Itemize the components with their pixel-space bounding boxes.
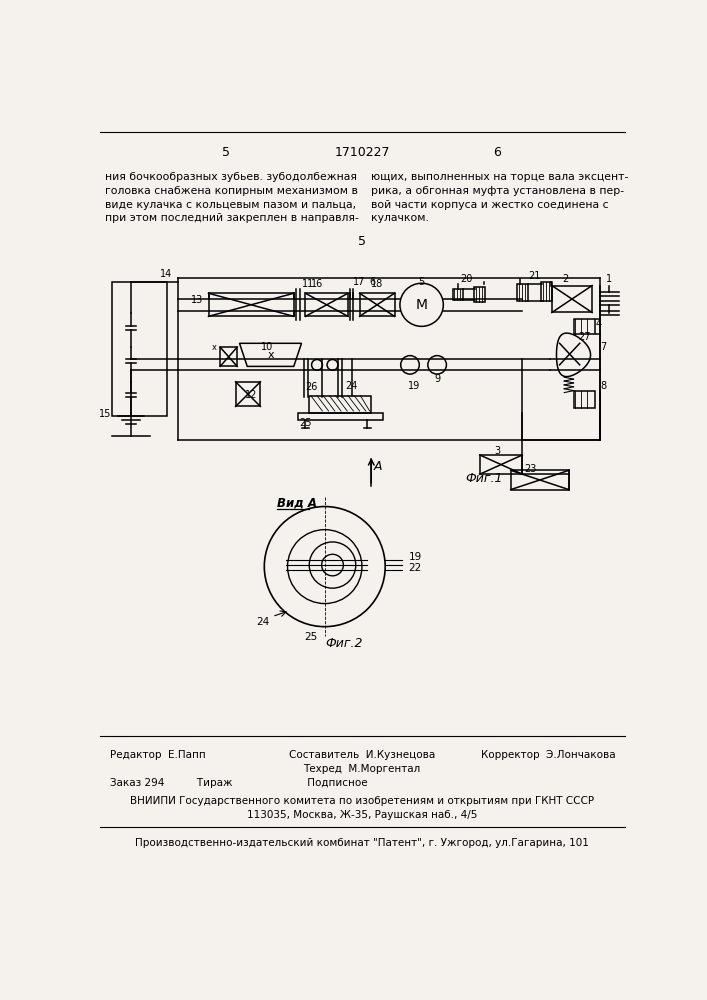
Text: 15: 15 xyxy=(99,409,112,419)
Text: 10: 10 xyxy=(260,342,273,352)
Bar xyxy=(573,319,595,334)
Text: 21: 21 xyxy=(528,271,540,281)
Text: 4: 4 xyxy=(595,319,602,329)
Text: 113035, Москва, Ж-35, Раушская наб., 4/5: 113035, Москва, Ж-35, Раушская наб., 4/5 xyxy=(247,810,477,820)
Bar xyxy=(480,455,522,474)
Text: 16: 16 xyxy=(311,279,323,289)
Text: 25: 25 xyxy=(304,632,317,642)
Text: 19: 19 xyxy=(409,552,421,562)
Bar xyxy=(112,282,168,416)
Text: Фиг.1: Фиг.1 xyxy=(465,472,503,485)
Text: 24: 24 xyxy=(346,381,358,391)
Bar xyxy=(452,289,464,300)
Bar xyxy=(510,470,569,490)
Text: Фиг.2: Фиг.2 xyxy=(325,637,363,650)
Text: 19: 19 xyxy=(408,381,420,391)
Bar xyxy=(517,284,528,301)
Bar xyxy=(298,413,383,420)
Text: 25: 25 xyxy=(299,418,312,428)
Bar xyxy=(309,396,371,413)
Text: 1: 1 xyxy=(606,274,612,284)
Bar xyxy=(541,282,552,301)
Text: 20: 20 xyxy=(460,274,473,284)
Text: 13: 13 xyxy=(191,295,203,305)
Text: 23: 23 xyxy=(524,464,537,474)
Text: 14: 14 xyxy=(160,269,172,279)
Bar xyxy=(209,293,293,316)
Text: 1710227: 1710227 xyxy=(334,146,390,159)
Text: 11: 11 xyxy=(302,279,314,289)
Text: x: x xyxy=(267,350,274,360)
Text: 5: 5 xyxy=(419,277,425,287)
Text: 5: 5 xyxy=(221,146,230,159)
Text: Составитель  И.Кузнецова
Техред  М.Моргентал: Составитель И.Кузнецова Техред М.Моргент… xyxy=(289,750,435,774)
Text: 17: 17 xyxy=(354,277,366,287)
Text: 8: 8 xyxy=(600,381,606,391)
Text: 7: 7 xyxy=(600,342,606,352)
Bar xyxy=(573,391,595,408)
Text: 27: 27 xyxy=(578,332,590,342)
Bar xyxy=(220,347,237,366)
Text: 5: 5 xyxy=(358,235,366,248)
Bar xyxy=(360,293,395,316)
Text: 22: 22 xyxy=(409,563,421,573)
Bar xyxy=(235,382,260,406)
Text: Производственно-издательский комбинат "Патент", г. Ужгород, ул.Гагарина, 101: Производственно-издательский комбинат "П… xyxy=(135,838,589,848)
Text: 12: 12 xyxy=(245,390,257,400)
Text: 2: 2 xyxy=(562,274,568,284)
Bar xyxy=(552,286,592,312)
Text: ВНИИПИ Государственного комитета по изобретениям и открытиям при ГКНТ СССР: ВНИИПИ Государственного комитета по изоб… xyxy=(130,796,594,806)
Text: 6: 6 xyxy=(370,277,376,287)
Text: А: А xyxy=(373,460,382,473)
Bar xyxy=(305,293,348,316)
Text: 18: 18 xyxy=(370,279,382,289)
Text: ющих, выполненных на торце вала эксцент-
рика, а обгонная муфта установлена в пе: ющих, выполненных на торце вала эксцент-… xyxy=(371,172,629,223)
Text: 6: 6 xyxy=(493,146,501,159)
Text: Редактор  Е.Папп: Редактор Е.Папп xyxy=(110,750,206,760)
Text: ния бочкообразных зубьев. зубодолбежная
головка снабжена копирным механизмом в
в: ния бочкообразных зубьев. зубодолбежная … xyxy=(105,172,359,223)
Text: x: x xyxy=(211,343,216,352)
Text: 9: 9 xyxy=(434,374,440,384)
Text: Заказ 294          Тираж                       Подписное: Заказ 294 Тираж Подписное xyxy=(110,778,368,788)
Text: Вид А: Вид А xyxy=(276,497,317,510)
Text: 24: 24 xyxy=(256,617,269,627)
Text: Корректор  Э.Лончакова: Корректор Э.Лончакова xyxy=(481,750,615,760)
Text: 26: 26 xyxy=(305,382,317,392)
Text: 3: 3 xyxy=(494,446,501,456)
Text: M: M xyxy=(416,298,428,312)
Bar xyxy=(474,287,485,302)
